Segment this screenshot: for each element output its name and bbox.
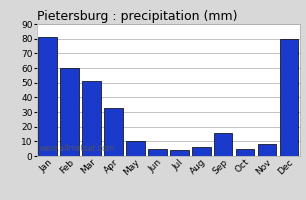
Bar [148, 149, 167, 156]
Text: Pietersburg : precipitation (mm): Pietersburg : precipitation (mm) [37, 10, 237, 23]
Bar [258, 144, 276, 156]
Bar [60, 68, 79, 156]
Bar [82, 81, 101, 156]
Bar [38, 37, 57, 156]
Bar [236, 149, 254, 156]
Bar [280, 39, 298, 156]
Bar [192, 147, 211, 156]
Bar [214, 133, 233, 156]
Bar [126, 141, 145, 156]
Bar [170, 150, 188, 156]
Bar [104, 108, 123, 156]
Text: www.allmetsat.com: www.allmetsat.com [39, 144, 114, 153]
